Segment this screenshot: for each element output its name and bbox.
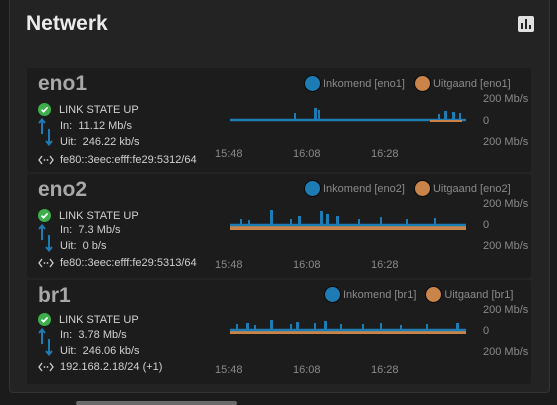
chart-legend: Inkomend [eno1] Uitgaand [eno1] — [304, 75, 511, 92]
interface-name: eno1 — [38, 72, 88, 95]
inbound-rate: In: 3.78 Mb/s — [60, 329, 127, 341]
time-label: 16:08 — [293, 259, 321, 271]
inbound-rate: In: 7.3 Mb/s — [60, 224, 121, 236]
axis-bottom: 200 Mb/s — [483, 136, 529, 148]
traffic-sparkline[interactable] — [230, 202, 466, 242]
legend-outbound-label: Uitgaand [br1] — [444, 288, 514, 301]
outbound-rate: Uit: 246.22 kb/s — [60, 136, 140, 148]
traffic-sparkline[interactable] — [230, 308, 466, 348]
check-circle-icon — [38, 209, 51, 222]
inbound-rate: In: 11.12 Mb/s — [60, 120, 132, 132]
interface-name: br1 — [38, 284, 71, 307]
horizontal-scrollbar[interactable] — [76, 401, 237, 405]
up-down-arrows-icon — [38, 328, 53, 356]
card-title: Netwerk — [26, 12, 108, 35]
code-arrows-icon — [38, 362, 54, 372]
ip-address: fe80::3eec:efff:fe29:5313/64 — [38, 257, 197, 269]
time-label: 15:48 — [215, 259, 243, 271]
legend-inbound-label: Inkomend [br1] — [343, 288, 417, 301]
link-state-text: LINK STATE UP — [59, 313, 139, 326]
link-state: LINK STATE UP — [38, 313, 139, 326]
ip-address: fe80::3eec:efff:fe29:5312/64 — [38, 154, 197, 166]
link-state: LINK STATE UP — [38, 103, 139, 116]
time-label: 16:08 — [293, 364, 321, 376]
traffic-sparkline[interactable] — [230, 98, 466, 138]
legend-inbound-swatch — [304, 180, 321, 197]
time-label: 15:48 — [215, 364, 243, 376]
code-arrows-icon — [38, 155, 54, 165]
network-card: Netwerk eno1 LINK STATE UP In: 11.12 Mb/… — [9, 0, 550, 393]
axis-bottom: 200 Mb/s — [483, 346, 529, 358]
legend-outbound-label: Uitgaand [eno1] — [432, 77, 511, 90]
axis-top: 200 Mb/s — [483, 304, 529, 316]
link-state-text: LINK STATE UP — [59, 103, 139, 116]
link-state: LINK STATE UP — [38, 209, 139, 222]
axis-top: 200 Mb/s — [483, 198, 529, 210]
bar-chart-icon[interactable] — [516, 14, 536, 34]
legend-inbound-swatch — [324, 286, 341, 303]
code-arrows-icon — [38, 258, 54, 268]
time-label: 15:48 — [215, 148, 243, 160]
time-label: 16:28 — [371, 364, 399, 376]
ip-address: 192.168.2.18/24 (+1) — [38, 361, 162, 373]
check-circle-icon — [38, 103, 51, 116]
chart-legend: Inkomend [br1] Uitgaand [br1] — [324, 286, 513, 303]
legend-inbound-swatch — [304, 75, 321, 92]
time-label: 16:08 — [293, 148, 321, 160]
legend-outbound-swatch — [413, 180, 431, 197]
up-down-arrows-icon — [38, 224, 53, 252]
legend-outbound-swatch — [425, 286, 443, 303]
chart-legend: Inkomend [eno2] Uitgaand [eno2] — [304, 180, 511, 197]
legend-outbound-label: Uitgaand [eno2] — [432, 182, 511, 195]
time-label: 16:28 — [371, 259, 399, 271]
legend-outbound-swatch — [413, 75, 431, 92]
axis-top: 200 Mb/s — [483, 93, 529, 105]
outbound-rate: Uit: 0 b/s — [60, 240, 107, 252]
interface-panel-eno2[interactable]: eno2 LINK STATE UP In: 7.3 Mb/s Uit: 0 b… — [27, 174, 531, 278]
axis-bottom: 200 Mb/s — [483, 240, 529, 252]
time-label: 16:28 — [371, 148, 399, 160]
axis-zero: 0 — [483, 115, 490, 127]
outbound-rate: Uit: 246.06 kb/s — [60, 345, 140, 357]
legend-inbound-label: Inkomend [eno1] — [323, 77, 405, 90]
axis-zero: 0 — [483, 325, 490, 337]
legend-inbound-label: Inkomend [eno2] — [323, 182, 405, 195]
check-circle-icon — [38, 313, 51, 326]
axis-zero: 0 — [483, 219, 490, 231]
interface-panel-br1[interactable]: br1 LINK STATE UP In: 3.78 Mb/s Uit: 246… — [27, 280, 531, 384]
up-down-arrows-icon — [38, 118, 53, 146]
link-state-text: LINK STATE UP — [59, 209, 139, 222]
interface-panel-eno1[interactable]: eno1 LINK STATE UP In: 11.12 Mb/s Uit: 2… — [27, 68, 531, 172]
interface-name: eno2 — [38, 178, 88, 201]
